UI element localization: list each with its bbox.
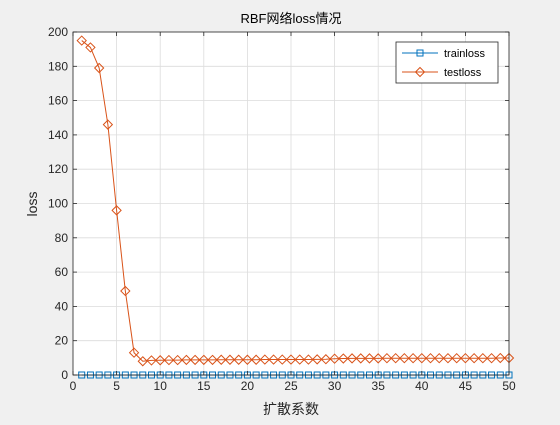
legend-label-testloss: testloss	[444, 67, 482, 79]
data-point-testloss	[486, 352, 497, 364]
data-point-testloss	[285, 354, 297, 365]
data-point-testloss	[495, 352, 506, 364]
data-point-testloss	[137, 356, 148, 367]
data-point-testloss	[216, 354, 227, 365]
data-point-testloss	[163, 354, 175, 366]
x-tick-label: 0	[70, 379, 77, 393]
y-tick-label: 60	[55, 265, 69, 279]
x-tick-label: 20	[241, 379, 255, 393]
y-tick-label: 120	[48, 162, 68, 176]
x-tick-label: 25	[284, 379, 298, 393]
y-tick-label: 20	[55, 334, 69, 348]
data-point-testloss	[172, 354, 183, 366]
x-tick-label: 35	[372, 379, 386, 393]
chart-title: RBF网络loss情况	[240, 11, 341, 26]
data-point-testloss	[189, 354, 201, 366]
data-point-testloss	[85, 42, 96, 53]
data-point-testloss	[277, 354, 288, 365]
data-point-testloss	[207, 354, 218, 366]
data-point-testloss	[460, 352, 471, 364]
legend-box	[395, 41, 499, 84]
data-point-testloss	[399, 352, 410, 364]
data-point-testloss	[233, 354, 244, 365]
series-testloss	[76, 35, 515, 367]
data-point-testloss	[93, 62, 105, 74]
legend-marker-testloss	[414, 66, 426, 78]
data-point-testloss	[381, 352, 393, 364]
data-point-testloss	[181, 354, 192, 366]
data-point-testloss	[294, 354, 305, 365]
y-tick-label: 80	[55, 231, 69, 245]
data-point-testloss	[242, 354, 253, 365]
data-point-testloss	[434, 352, 445, 364]
data-point-testloss	[477, 352, 489, 364]
data-point-testloss	[329, 353, 340, 364]
x-axis-label: 扩散系数	[263, 401, 319, 417]
data-point-testloss	[320, 354, 332, 365]
data-point-testloss	[146, 355, 157, 366]
y-tick-label: 200	[48, 25, 68, 39]
data-point-testloss	[338, 353, 349, 364]
data-point-testloss	[442, 352, 454, 364]
data-point-testloss	[198, 354, 210, 366]
x-tick-label: 15	[197, 379, 211, 393]
data-point-testloss	[303, 354, 314, 365]
data-point-testloss	[355, 353, 366, 364]
x-tick-label: 5	[113, 379, 120, 393]
axes: 0 5 10 15 20 25 30 35 40 45 50 0 20 40 60 80 100 120 140 16…	[48, 25, 516, 393]
y-tick-label: 40	[55, 299, 69, 313]
data-point-testloss	[76, 35, 87, 46]
data-point-testloss	[250, 354, 262, 365]
data-point-testloss	[311, 354, 323, 365]
x-tick-label: 50	[502, 379, 516, 393]
data-point-testloss	[407, 352, 419, 364]
legend-marker-trainloss	[416, 49, 424, 57]
data-point-testloss	[120, 285, 131, 297]
data-point-testloss	[259, 354, 271, 365]
data-point-testloss	[154, 355, 166, 366]
legend: trainloss testloss	[395, 41, 499, 84]
y-tick-label: 160	[48, 94, 68, 108]
data-point-testloss	[268, 354, 279, 365]
y-tick-label: 0	[61, 368, 68, 382]
data-point-testloss	[346, 353, 358, 364]
x-tick-label: 40	[415, 379, 429, 393]
y-axis-label: loss	[24, 192, 40, 217]
data-point-testloss	[416, 352, 428, 364]
data-point-testloss	[451, 352, 462, 364]
data-point-testloss	[128, 347, 140, 358]
data-point-testloss	[102, 119, 114, 130]
data-point-testloss	[425, 352, 436, 364]
x-tick-label: 10	[154, 379, 168, 393]
data-point-testloss	[224, 354, 236, 365]
series-layer	[76, 35, 515, 379]
data-point-testloss	[372, 353, 384, 364]
data-point-testloss	[468, 352, 480, 364]
y-tick-label: 140	[48, 128, 68, 142]
y-tick-label: 180	[48, 59, 68, 73]
x-tick-label: 30	[328, 379, 342, 393]
y-tick-label: 100	[48, 197, 68, 211]
legend-label-trainloss: trainloss	[444, 48, 485, 60]
data-point-testloss	[364, 353, 375, 364]
data-point-testloss	[111, 205, 122, 216]
data-point-testloss	[390, 352, 401, 364]
x-tick-label: 45	[459, 379, 473, 393]
